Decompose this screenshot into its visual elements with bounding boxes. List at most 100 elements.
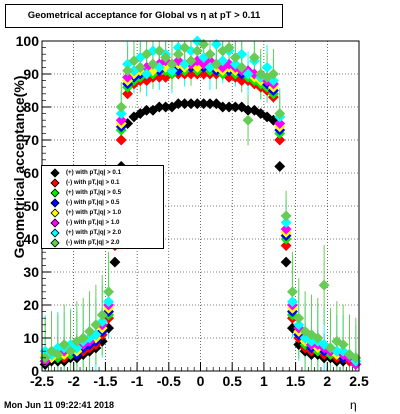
data-point (312, 332, 324, 344)
legend-entry: (-) with pT,|q| > 0.1 (42, 178, 163, 188)
data-point (261, 61, 273, 73)
y-tick-label: 80 (23, 99, 39, 115)
data-point (122, 88, 134, 100)
data-point (185, 55, 197, 67)
data-point (204, 48, 216, 60)
data-point (223, 42, 235, 54)
data-point (141, 48, 153, 60)
data-point (229, 58, 241, 70)
data-point (172, 55, 184, 67)
legend-label: (+) with pT,|q| > 2.0 (66, 229, 122, 236)
chart-title: Geometrical acceptance for Global vs η a… (5, 4, 283, 28)
x-tick-label: 2 (323, 373, 331, 389)
legend-entry: (-) with pT,|q| > 1.0 (42, 218, 163, 228)
legend-marker (50, 178, 60, 188)
data-point (83, 325, 96, 337)
y-tick-label: 50 (23, 198, 39, 214)
y-tick-label: 60 (23, 165, 39, 181)
data-point (198, 38, 210, 50)
data-point (274, 108, 286, 120)
y-axis-label-container: Geometrical acceptance(%) (11, 62, 27, 272)
data-point (229, 51, 241, 64)
data-point (172, 48, 184, 60)
data-point (122, 71, 134, 83)
data-point (103, 286, 115, 298)
legend-marker (50, 188, 60, 198)
data-point (280, 216, 292, 229)
x-tick-label: -2.5 (30, 373, 54, 389)
x-tick-label: 0.5 (222, 373, 242, 389)
legend-marker (50, 198, 60, 208)
data-point (267, 68, 279, 80)
data-point (210, 38, 222, 50)
legend-entry: (+) with pT,|q| > 1.0 (42, 208, 163, 218)
data-point (286, 286, 298, 298)
x-tick-label: -0.5 (157, 373, 181, 389)
data-point (52, 348, 64, 361)
data-point (236, 61, 248, 73)
data-point (122, 65, 134, 77)
data-point (58, 339, 70, 351)
y-tick-label: 30 (23, 264, 39, 280)
data-point (274, 134, 286, 146)
legend: (+) with pT,|q| > 0.1 (-) with pT,|q| > 0… (41, 165, 164, 249)
data-point (280, 210, 292, 222)
data-point (153, 45, 165, 57)
legend-label: (+) with pT,|q| > 1.0 (66, 209, 122, 216)
data-point (166, 65, 178, 77)
legend-marker (50, 238, 60, 248)
data-point (179, 42, 191, 54)
x-tick-label: -1.5 (93, 373, 117, 389)
data-point (293, 319, 305, 331)
datestamp: Mon Jun 11 09:22:41 2018 (4, 400, 115, 410)
data-point (337, 339, 349, 351)
data-point (109, 256, 121, 268)
legend-label: (-) with pT,|q| > 0.1 (66, 179, 120, 186)
data-point (280, 223, 292, 235)
legend-marker (50, 168, 60, 178)
legend-label: (-) with pT,|q| > 2.0 (66, 239, 120, 246)
data-point (115, 101, 127, 113)
data-point (115, 114, 127, 126)
data-point (217, 55, 229, 67)
data-point (166, 58, 178, 70)
data-point (210, 58, 222, 70)
series-8 (39, 38, 362, 364)
x-axis-label: η (350, 398, 357, 412)
data-point (236, 48, 248, 60)
x-tick-label: 1 (260, 373, 268, 389)
legend-marker (50, 218, 60, 228)
x-tick-label: 1.5 (286, 373, 306, 389)
legend-entry: (+) with pT,|q| > 0.1 (42, 168, 163, 178)
data-point (96, 315, 108, 328)
data-point (280, 240, 292, 252)
x-tick-label: 2.5 (349, 373, 369, 389)
y-tick-label: 100 (16, 33, 40, 49)
data-point (115, 108, 127, 120)
y-axis-label: Geometrical acceptance(%) (11, 75, 27, 259)
data-point (103, 296, 115, 308)
data-point (324, 342, 337, 354)
legend-label: (-) with pT,|q| > 1.0 (66, 219, 120, 226)
legend-entry: (+) with pT,|q| > 2.0 (42, 228, 163, 238)
y-tick-label: 90 (23, 66, 39, 82)
y-tick-label: 70 (23, 132, 39, 148)
legend-entry: (-) with pT,|q| > 0.5 (42, 198, 163, 208)
x-tick-label: -2 (67, 373, 80, 389)
data-point (77, 332, 89, 344)
data-point (71, 342, 83, 354)
legend-label: (+) with pT,|q| > 0.5 (66, 189, 122, 196)
data-point (280, 256, 292, 268)
legend-marker (50, 208, 60, 218)
data-point (293, 312, 305, 324)
y-tick-label: 20 (23, 297, 39, 313)
legend-entry: (-) with pT,|q| > 2.0 (42, 238, 163, 248)
data-point (160, 51, 172, 64)
data-point (318, 279, 330, 291)
data-point (248, 51, 260, 64)
legend-label: (-) with pT,|q| > 0.5 (66, 199, 120, 206)
data-point (286, 296, 298, 308)
data-point (141, 68, 153, 80)
data-point (96, 309, 108, 321)
